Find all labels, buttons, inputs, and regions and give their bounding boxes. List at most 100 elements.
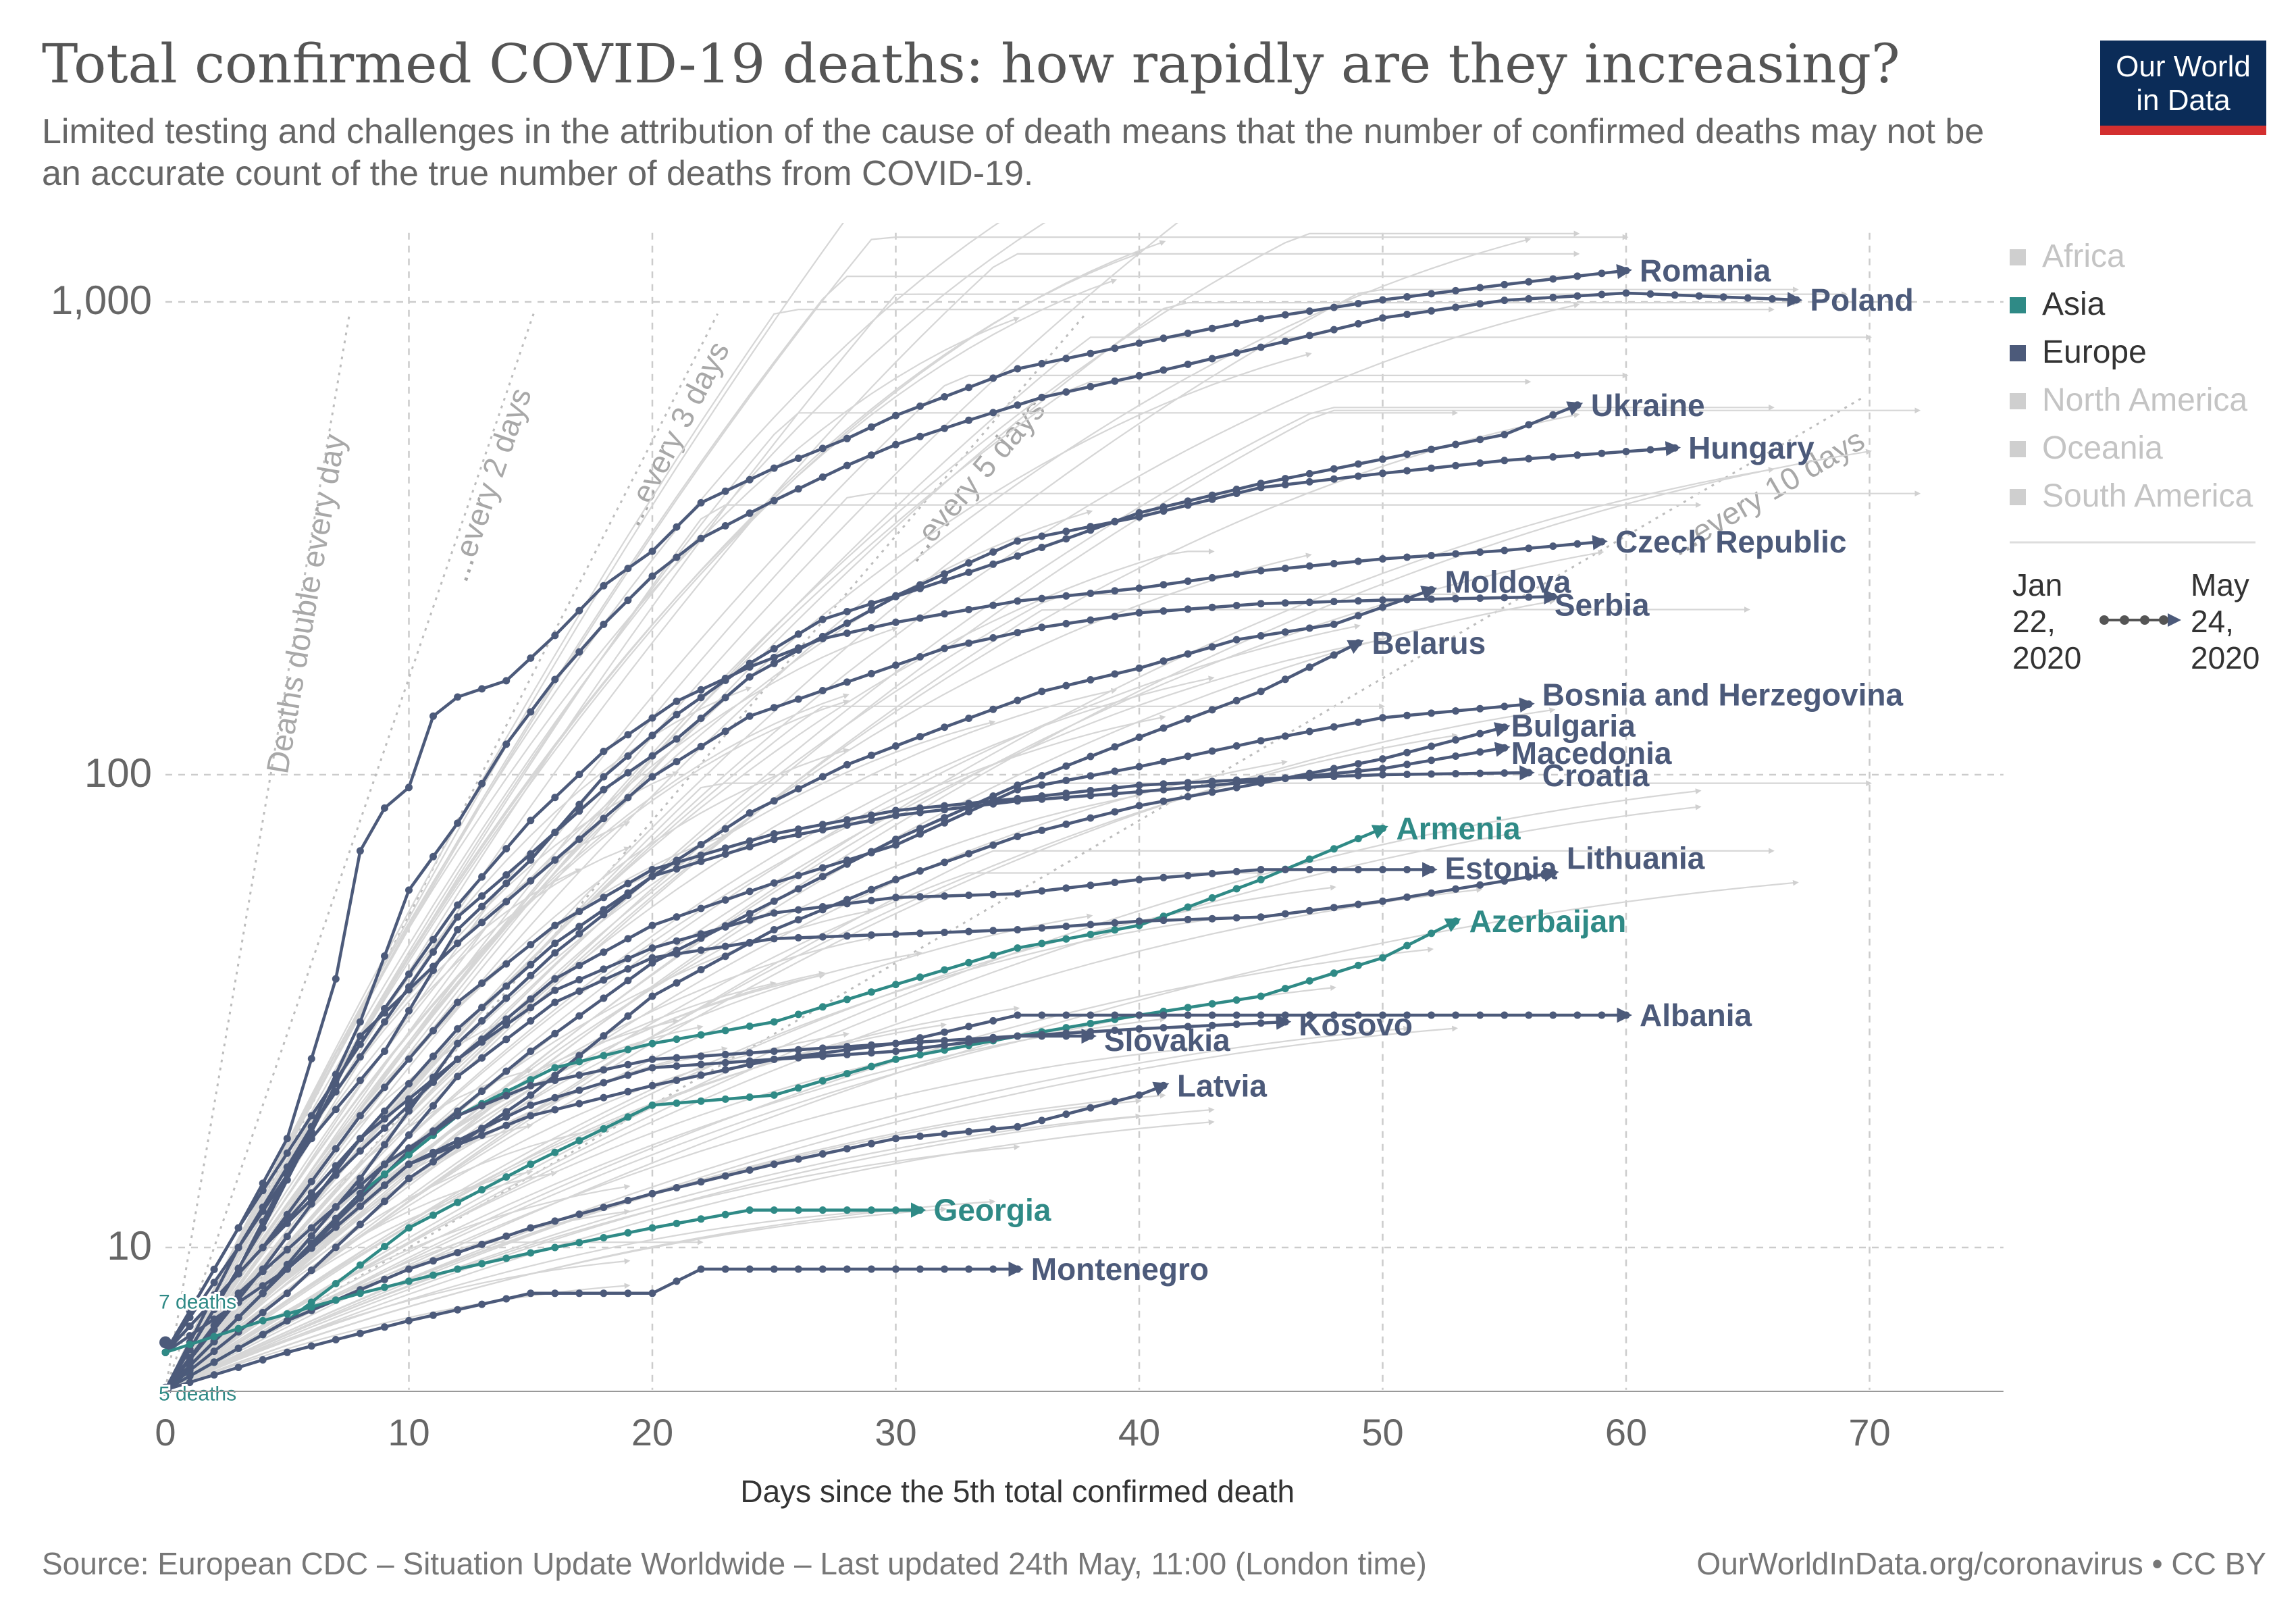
series-point (721, 1050, 729, 1058)
background-country-line (165, 1016, 1166, 1391)
series-point (1038, 1011, 1046, 1019)
series-point (478, 873, 486, 881)
series-point (1062, 820, 1070, 828)
series-point (941, 424, 949, 432)
series-point (405, 985, 413, 994)
series-line (164, 867, 1559, 1391)
credit-link[interactable]: OurWorldInData.org/coronavirus • CC BY (1696, 1546, 2266, 1581)
series-point (259, 1243, 267, 1252)
chart-subtitle: Limited testing and challenges in the at… (42, 112, 1985, 193)
series-point (1452, 917, 1460, 925)
series-point (551, 1093, 559, 1102)
series-point (843, 900, 851, 908)
owid-logo[interactable]: Our World in Data (2100, 41, 2266, 135)
series-point (478, 892, 486, 900)
series-point (867, 606, 875, 614)
series-point (210, 1358, 218, 1366)
series-point (332, 1171, 340, 1179)
background-country-line (165, 946, 1434, 1391)
series-point (941, 858, 949, 867)
series-point (600, 748, 608, 755)
series-point (1281, 910, 1289, 918)
series-label: Bulgaria (1511, 709, 1636, 744)
timeline-end-label: 24, (2191, 604, 2234, 639)
series-point (1305, 307, 1313, 315)
start-marker (159, 1383, 172, 1396)
series-point (697, 1071, 705, 1079)
series-point (1403, 893, 1411, 901)
series-point (697, 1052, 705, 1060)
series-point (1428, 552, 1436, 559)
series-point (867, 1139, 875, 1148)
series-point (1014, 890, 1022, 898)
series-point (1354, 835, 1362, 843)
series-poland: Poland (161, 282, 1914, 1394)
series-point (746, 1022, 754, 1030)
series-point (1354, 900, 1362, 908)
x-tick-label: 40 (1118, 1411, 1160, 1453)
series-point (818, 773, 827, 781)
series-point (746, 1049, 754, 1057)
series-point (502, 1091, 511, 1100)
series-point (1305, 855, 1313, 863)
series-point (356, 1077, 364, 1085)
series-point (1354, 760, 1362, 768)
series-point (1354, 300, 1362, 307)
series-point (1525, 294, 1533, 303)
series-point (965, 1038, 973, 1046)
series-point (1087, 616, 1095, 624)
series-point (794, 871, 802, 879)
series-point (1087, 1032, 1095, 1040)
series-point (1622, 289, 1630, 297)
series-serbia: Serbia (161, 587, 1650, 1394)
series-point (210, 1279, 218, 1287)
series-point (575, 987, 583, 995)
series-label: Macedonia (1511, 736, 1672, 771)
series-point (1476, 436, 1484, 444)
series-point (770, 496, 778, 505)
series-point (1232, 996, 1241, 1004)
series-point (648, 866, 656, 873)
series-point (1062, 790, 1070, 797)
series-point (1573, 451, 1582, 459)
series-point (381, 1018, 388, 1026)
series-point (1159, 1024, 1168, 1032)
series-point (989, 890, 997, 898)
series-point (527, 654, 535, 662)
series-point (283, 1149, 291, 1157)
legend-entry: North America (2042, 382, 2247, 418)
series-point (1354, 597, 1362, 605)
series-point (746, 1093, 754, 1101)
series-point (697, 1215, 705, 1223)
series-point (527, 971, 535, 979)
series-point (1208, 869, 1216, 877)
series-point (429, 1128, 437, 1136)
timeline-dot (2140, 615, 2149, 625)
series-point (1232, 570, 1241, 578)
series-point (721, 1066, 729, 1074)
series-point (575, 976, 583, 983)
source-note: Source: European CDC – Situation Update … (42, 1546, 1427, 1581)
series-point (1184, 330, 1192, 337)
series-point (1598, 269, 1606, 278)
series-point (1501, 723, 1509, 731)
background-country-line (165, 1184, 631, 1391)
series-point (1476, 748, 1484, 756)
series-point (454, 1265, 462, 1273)
series-point (1452, 1011, 1460, 1019)
series-point (1038, 781, 1046, 789)
series-point (697, 715, 705, 722)
series-point (892, 618, 899, 626)
series-point (234, 1314, 242, 1321)
series-point (478, 1125, 486, 1133)
start-annotation: 7 deaths (159, 1291, 236, 1313)
x-tick-label: 50 (1361, 1411, 1403, 1453)
series-point (721, 942, 729, 950)
series-point (673, 553, 681, 561)
series-point (1135, 664, 1143, 672)
series-point (1476, 704, 1484, 713)
highlighted-series: Romania Poland Ukraine Hungary Czech Republi… (161, 253, 1914, 1394)
series-point (1208, 777, 1216, 786)
series-point (1184, 715, 1192, 723)
series-point (575, 1071, 583, 1079)
